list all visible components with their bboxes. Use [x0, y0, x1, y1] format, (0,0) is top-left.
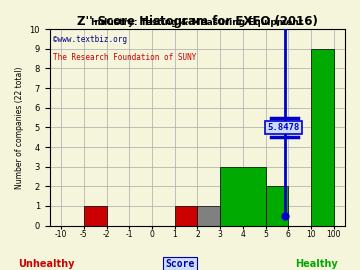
- Y-axis label: Number of companies (22 total): Number of companies (22 total): [15, 66, 24, 189]
- Bar: [197, 206, 220, 226]
- Text: Industry: Testing & Measuring Equipment: Industry: Testing & Measuring Equipment: [91, 18, 303, 27]
- Title: Z''-Score Histogram for EXFO (2016): Z''-Score Histogram for EXFO (2016): [77, 15, 318, 28]
- Text: 5.8478: 5.8478: [267, 123, 300, 132]
- Text: The Research Foundation of SUNY: The Research Foundation of SUNY: [53, 53, 196, 62]
- Text: Healthy: Healthy: [296, 259, 338, 269]
- Bar: [311, 49, 334, 226]
- Bar: [84, 206, 107, 226]
- Bar: [220, 167, 266, 226]
- Text: Unhealthy: Unhealthy: [19, 259, 75, 269]
- Text: ©www.textbiz.org: ©www.textbiz.org: [53, 35, 127, 44]
- Bar: [266, 186, 288, 226]
- Bar: [175, 206, 197, 226]
- Text: Score: Score: [165, 259, 195, 269]
